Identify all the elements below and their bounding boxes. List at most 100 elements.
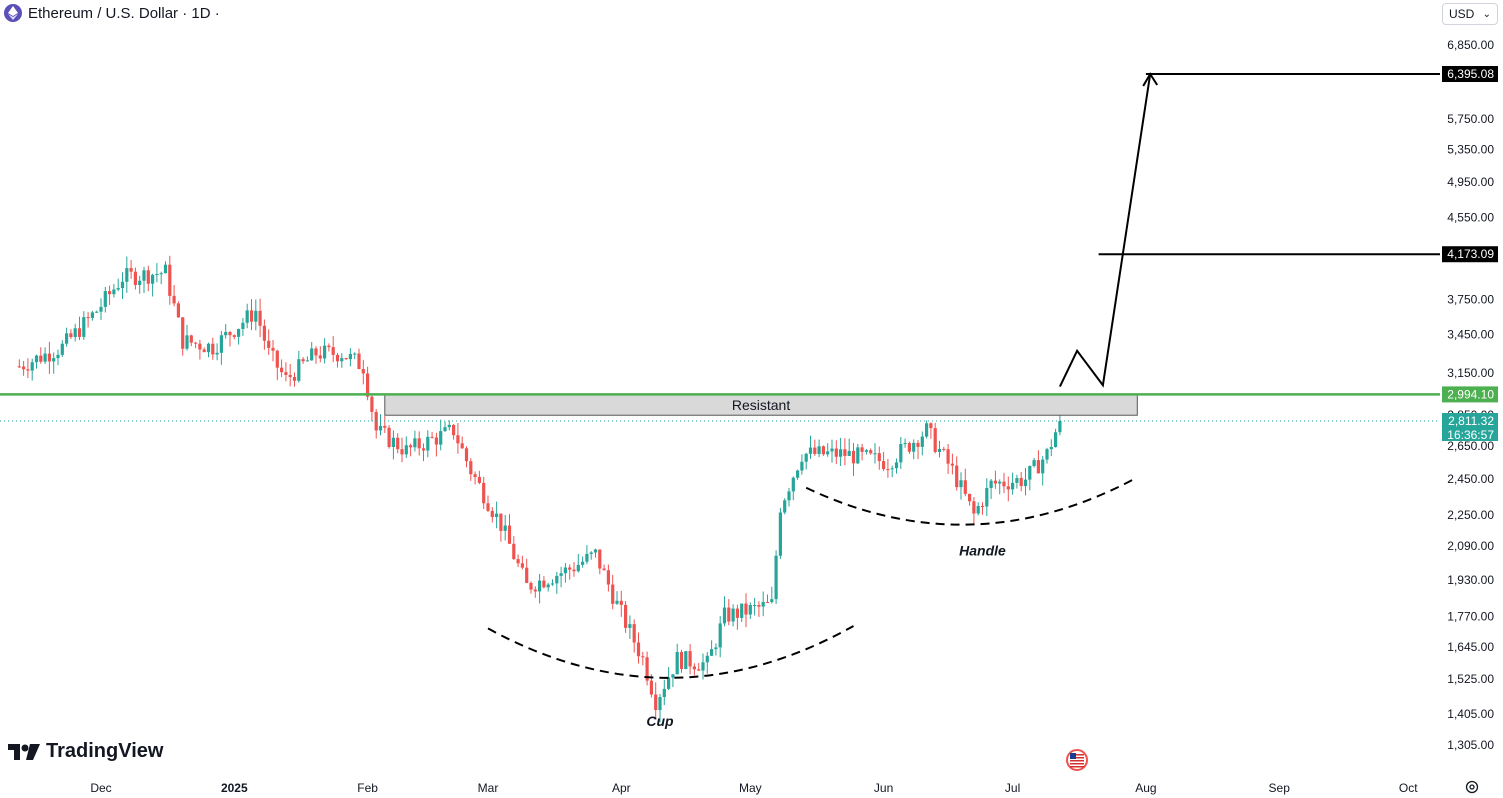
candle-body	[26, 369, 30, 371]
resistance-price-tag-bg	[1442, 386, 1498, 403]
candle-body	[886, 469, 890, 471]
tradingview-icon	[8, 743, 40, 760]
candle	[168, 255, 172, 305]
candle	[692, 663, 696, 676]
candle-body	[989, 480, 993, 489]
candle	[925, 420, 929, 439]
candle	[516, 554, 520, 568]
candle	[628, 615, 632, 640]
candle	[808, 435, 813, 459]
candle	[112, 283, 116, 298]
candle-body	[39, 355, 43, 362]
currency-select[interactable]: USD ⌄	[1442, 3, 1498, 25]
candle-body	[327, 345, 331, 348]
flag-stripe	[1070, 763, 1084, 765]
candle	[17, 359, 21, 368]
candle	[636, 632, 641, 664]
candle-body	[533, 589, 537, 592]
candle	[185, 324, 189, 351]
candle-body	[615, 600, 619, 604]
x-tick-label: 2025	[221, 781, 248, 795]
candle	[95, 310, 99, 314]
candle-body	[955, 465, 959, 488]
y-tick-label: 3,150.00	[1447, 366, 1494, 380]
settings-icon[interactable]	[1464, 779, 1480, 795]
symbol-header[interactable]: Ethereum / U.S. Dollar · 1D ·	[4, 3, 220, 23]
candle-body	[602, 568, 606, 571]
candle-body	[860, 447, 864, 452]
candle	[90, 310, 94, 321]
candle-body	[280, 367, 284, 373]
candle	[817, 439, 821, 458]
candle	[873, 443, 877, 464]
candle-body	[675, 652, 679, 675]
candle-body	[198, 343, 202, 350]
candle	[950, 453, 954, 475]
tradingview-logo[interactable]: TradingView	[8, 740, 163, 763]
candle-body	[383, 425, 387, 428]
candle	[727, 599, 731, 626]
candle-body	[370, 396, 374, 412]
candle	[671, 674, 675, 688]
candle	[30, 358, 34, 381]
candle-body	[778, 512, 782, 556]
candle-body	[722, 607, 727, 624]
candle-body	[920, 436, 924, 447]
candle	[993, 470, 997, 489]
candle-body	[456, 435, 460, 444]
candle-body	[942, 448, 946, 450]
candle	[615, 591, 619, 605]
y-tick-label: 2,450.00	[1447, 472, 1494, 486]
flag-stripe	[1070, 766, 1084, 768]
price-axis[interactable]: 6,850.00 5,750.00 5,350.00 4,950.00 4,550.00…	[1442, 38, 1498, 752]
candle	[555, 571, 559, 594]
candle-body	[581, 561, 585, 565]
candle	[464, 446, 469, 468]
candle	[374, 409, 378, 439]
candle	[774, 550, 778, 604]
candle	[538, 573, 542, 604]
candle	[684, 650, 688, 670]
candle	[899, 437, 903, 469]
candle	[783, 498, 787, 515]
candle	[959, 472, 963, 500]
candle	[82, 311, 86, 340]
candle	[632, 619, 636, 653]
candle	[378, 414, 383, 436]
candle-body	[396, 437, 400, 450]
candle	[43, 347, 47, 364]
candle	[860, 443, 864, 461]
candle-body	[636, 642, 641, 657]
time-axis[interactable]: Dec 2025 Feb Mar Apr May Jun Jul Aug Sep Oct	[90, 781, 1418, 795]
candle-body	[740, 603, 744, 618]
candle-body	[146, 270, 150, 284]
candle	[710, 640, 714, 657]
candle	[22, 360, 26, 376]
candle-body	[800, 461, 804, 471]
candle	[796, 469, 800, 480]
candle-body	[60, 343, 64, 355]
y-tick-label: 1,305.00	[1447, 738, 1494, 752]
candle-body	[688, 651, 692, 667]
x-tick-label: Feb	[357, 781, 378, 795]
candle-body	[701, 662, 705, 671]
candle	[701, 653, 705, 680]
candle-body	[925, 423, 929, 437]
target-price-tag: 6,395.08	[1447, 67, 1494, 81]
candle-body	[495, 513, 499, 517]
x-tick-label: Dec	[90, 781, 111, 795]
candle	[525, 558, 529, 584]
candle	[658, 693, 662, 723]
x-tick-label: Sep	[1269, 781, 1291, 795]
candle-body	[821, 446, 825, 455]
candle	[224, 323, 228, 339]
candle	[262, 319, 266, 350]
handle-curve	[805, 476, 1138, 526]
candle-body	[353, 353, 357, 355]
candle	[447, 420, 451, 431]
candle-body	[245, 310, 249, 323]
candle-body	[108, 291, 112, 295]
candle-body	[138, 280, 142, 285]
candle-body	[654, 694, 658, 711]
